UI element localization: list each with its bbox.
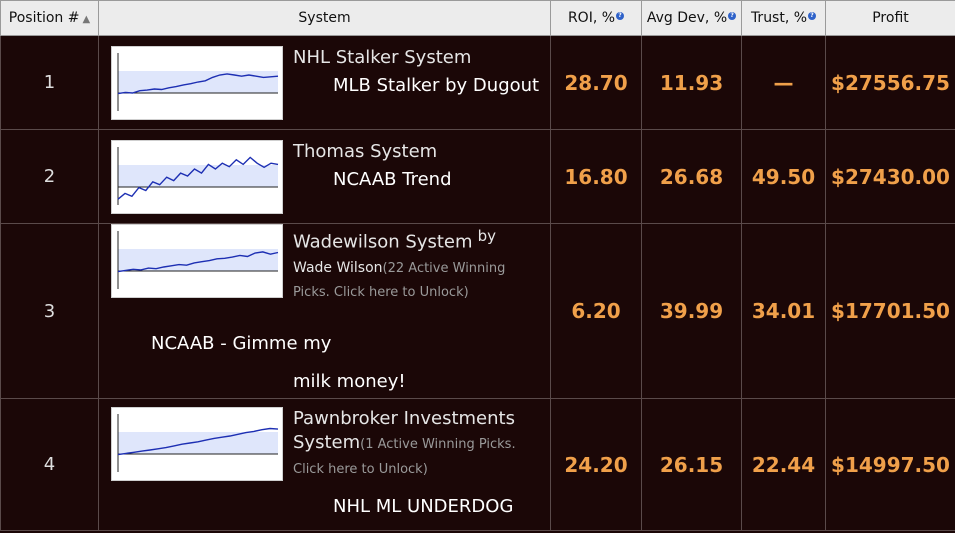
trust-value: —: [741, 35, 826, 130]
system-name-link[interactable]: NHL Stalker System: [293, 46, 472, 68]
col-roi-label: ROI, %: [567, 10, 616, 26]
table-row[interactable]: 2 Thomas System NCAAB Trend 16.80 26.68 …: [0, 129, 955, 224]
trust-value: 49.50: [741, 129, 826, 224]
position-cell: 1: [0, 35, 99, 130]
unlock-note[interactable]: (22 Active Winning Picks. Click here to …: [293, 261, 506, 301]
header-row: Position # ▲ System ROI, %? Avg Dev, %? T…: [0, 0, 955, 36]
info-icon[interactable]: ?: [808, 12, 817, 20]
col-system[interactable]: System: [98, 0, 551, 36]
chart-band: [118, 249, 278, 271]
col-profit[interactable]: Profit: [825, 0, 955, 36]
chart-line: [117, 251, 279, 273]
col-system-label: System: [298, 10, 351, 26]
position-cell: 3: [0, 223, 99, 399]
system-name-link-cont[interactable]: System: [293, 431, 361, 453]
by-label: by: [477, 227, 497, 245]
trust-value: 34.01: [741, 223, 826, 399]
system-cell: Pawnbroker Investments System(1 Active W…: [98, 398, 551, 531]
unlock-note-cont[interactable]: Click here to Unlock): [293, 461, 428, 477]
roi-value: 16.80: [550, 129, 642, 224]
system-cell: Wadewilson System by Wade Wilson(22 Acti…: [98, 223, 551, 399]
performance-chart[interactable]: [111, 406, 283, 481]
unlock-note[interactable]: (1 Active Winning Picks.: [360, 436, 516, 452]
performance-chart[interactable]: [111, 139, 283, 214]
avg-dev-value: 39.99: [641, 223, 742, 399]
avg-dev-value: 26.15: [641, 398, 742, 531]
system-subtitle[interactable]: NHL ML UNDERDOG: [333, 495, 514, 517]
system-name-link[interactable]: Thomas System: [293, 140, 438, 162]
col-avg-dev-label: Avg Dev, %: [646, 10, 728, 26]
performance-chart[interactable]: [111, 224, 283, 298]
col-position-label: Position #: [8, 10, 80, 26]
roi-value: 28.70: [550, 35, 642, 130]
table-row[interactable]: 3 Wadewilson System by Wade Wilson(22 Ac…: [0, 223, 955, 399]
system-cell: NHL Stalker System MLB Stalker by Dugout: [98, 35, 551, 130]
table-row[interactable]: 4 Pawnbroker Investments System(1 Active…: [0, 398, 955, 531]
system-subtitle[interactable]: MLB Stalker by Dugout: [333, 74, 540, 96]
author-link[interactable]: Wade Wilson: [293, 260, 383, 277]
col-position[interactable]: Position # ▲: [0, 0, 99, 36]
system-cell: Thomas System NCAAB Trend: [98, 129, 551, 224]
profit-value: $17701.50: [825, 223, 955, 399]
chart-band: [118, 164, 278, 187]
avg-dev-value: 11.93: [641, 35, 742, 130]
col-profit-label: Profit: [872, 10, 909, 26]
col-trust[interactable]: Trust, %?: [741, 0, 826, 36]
col-trust-label: Trust, %: [750, 10, 808, 26]
info-icon[interactable]: ?: [616, 12, 625, 20]
trust-value: 22.44: [741, 398, 826, 531]
system-subtitle[interactable]: NCAAB Trend: [333, 168, 452, 190]
sort-up-icon: ▲: [82, 14, 91, 25]
system-name-link[interactable]: Pawnbroker Investments: [293, 407, 515, 429]
profit-value: $27556.75: [825, 35, 955, 130]
position-cell: 4: [0, 398, 99, 531]
info-icon[interactable]: ?: [728, 12, 737, 20]
roi-value: 24.20: [550, 398, 642, 531]
profit-value: $14997.50: [825, 398, 955, 531]
avg-dev-value: 26.68: [641, 129, 742, 224]
col-roi[interactable]: ROI, %?: [550, 0, 642, 36]
chart-line: [117, 427, 279, 455]
system-subtitle[interactable]: NCAAB - Gimme my: [151, 333, 332, 354]
col-avg-dev[interactable]: Avg Dev, %?: [641, 0, 742, 36]
position-cell: 2: [0, 129, 99, 224]
chart-line: [117, 155, 279, 200]
table-row[interactable]: 1 NHL Stalker System MLB Stalker by Dugo…: [0, 35, 955, 130]
roi-value: 6.20: [550, 223, 642, 399]
profit-value: $27430.00: [825, 129, 955, 224]
performance-chart[interactable]: [111, 45, 283, 120]
chart-line: [117, 72, 279, 94]
system-subtitle-cont[interactable]: milk money!: [293, 371, 406, 392]
system-name-link[interactable]: Wadewilson System: [293, 231, 473, 253]
